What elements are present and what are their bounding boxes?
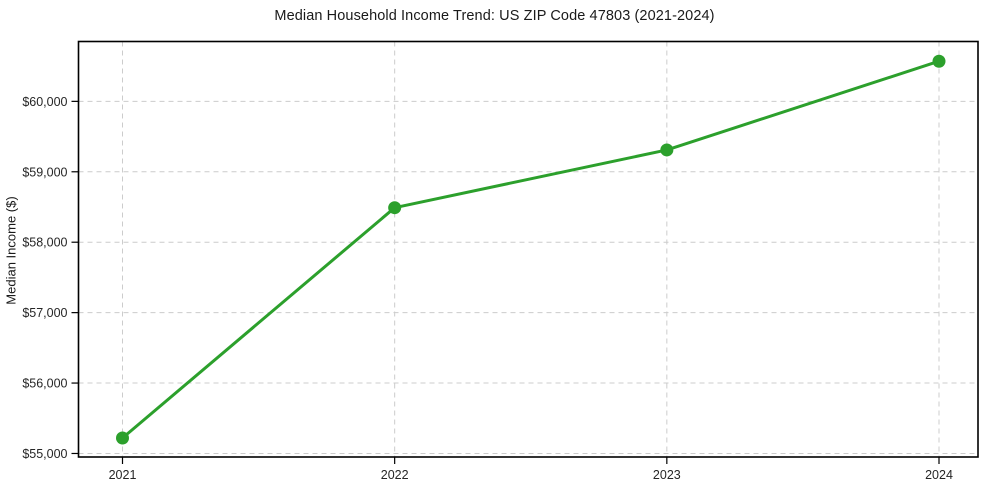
trend-line — [121, 59, 941, 440]
x-tick-label: 2022 — [381, 468, 409, 482]
data-point — [116, 431, 129, 445]
x-tick-label: 2023 — [653, 468, 681, 482]
data-point — [660, 143, 674, 157]
data-point — [388, 201, 402, 215]
chart-title: Median Household Income Trend: US ZIP Co… — [274, 8, 715, 24]
y-tick-label: $55,000 — [22, 447, 67, 461]
x-tick-label: 2024 — [925, 468, 953, 482]
y-tick-label: $56,000 — [22, 377, 67, 391]
y-tick-label: $60,000 — [22, 95, 67, 109]
y-tick-label: $57,000 — [22, 306, 67, 320]
y-tick-label: $58,000 — [22, 236, 67, 250]
data-point — [932, 54, 946, 68]
plot-border — [77, 40, 979, 458]
x-tick-label: 2021 — [109, 468, 137, 482]
y-tick-label: $59,000 — [22, 165, 67, 179]
